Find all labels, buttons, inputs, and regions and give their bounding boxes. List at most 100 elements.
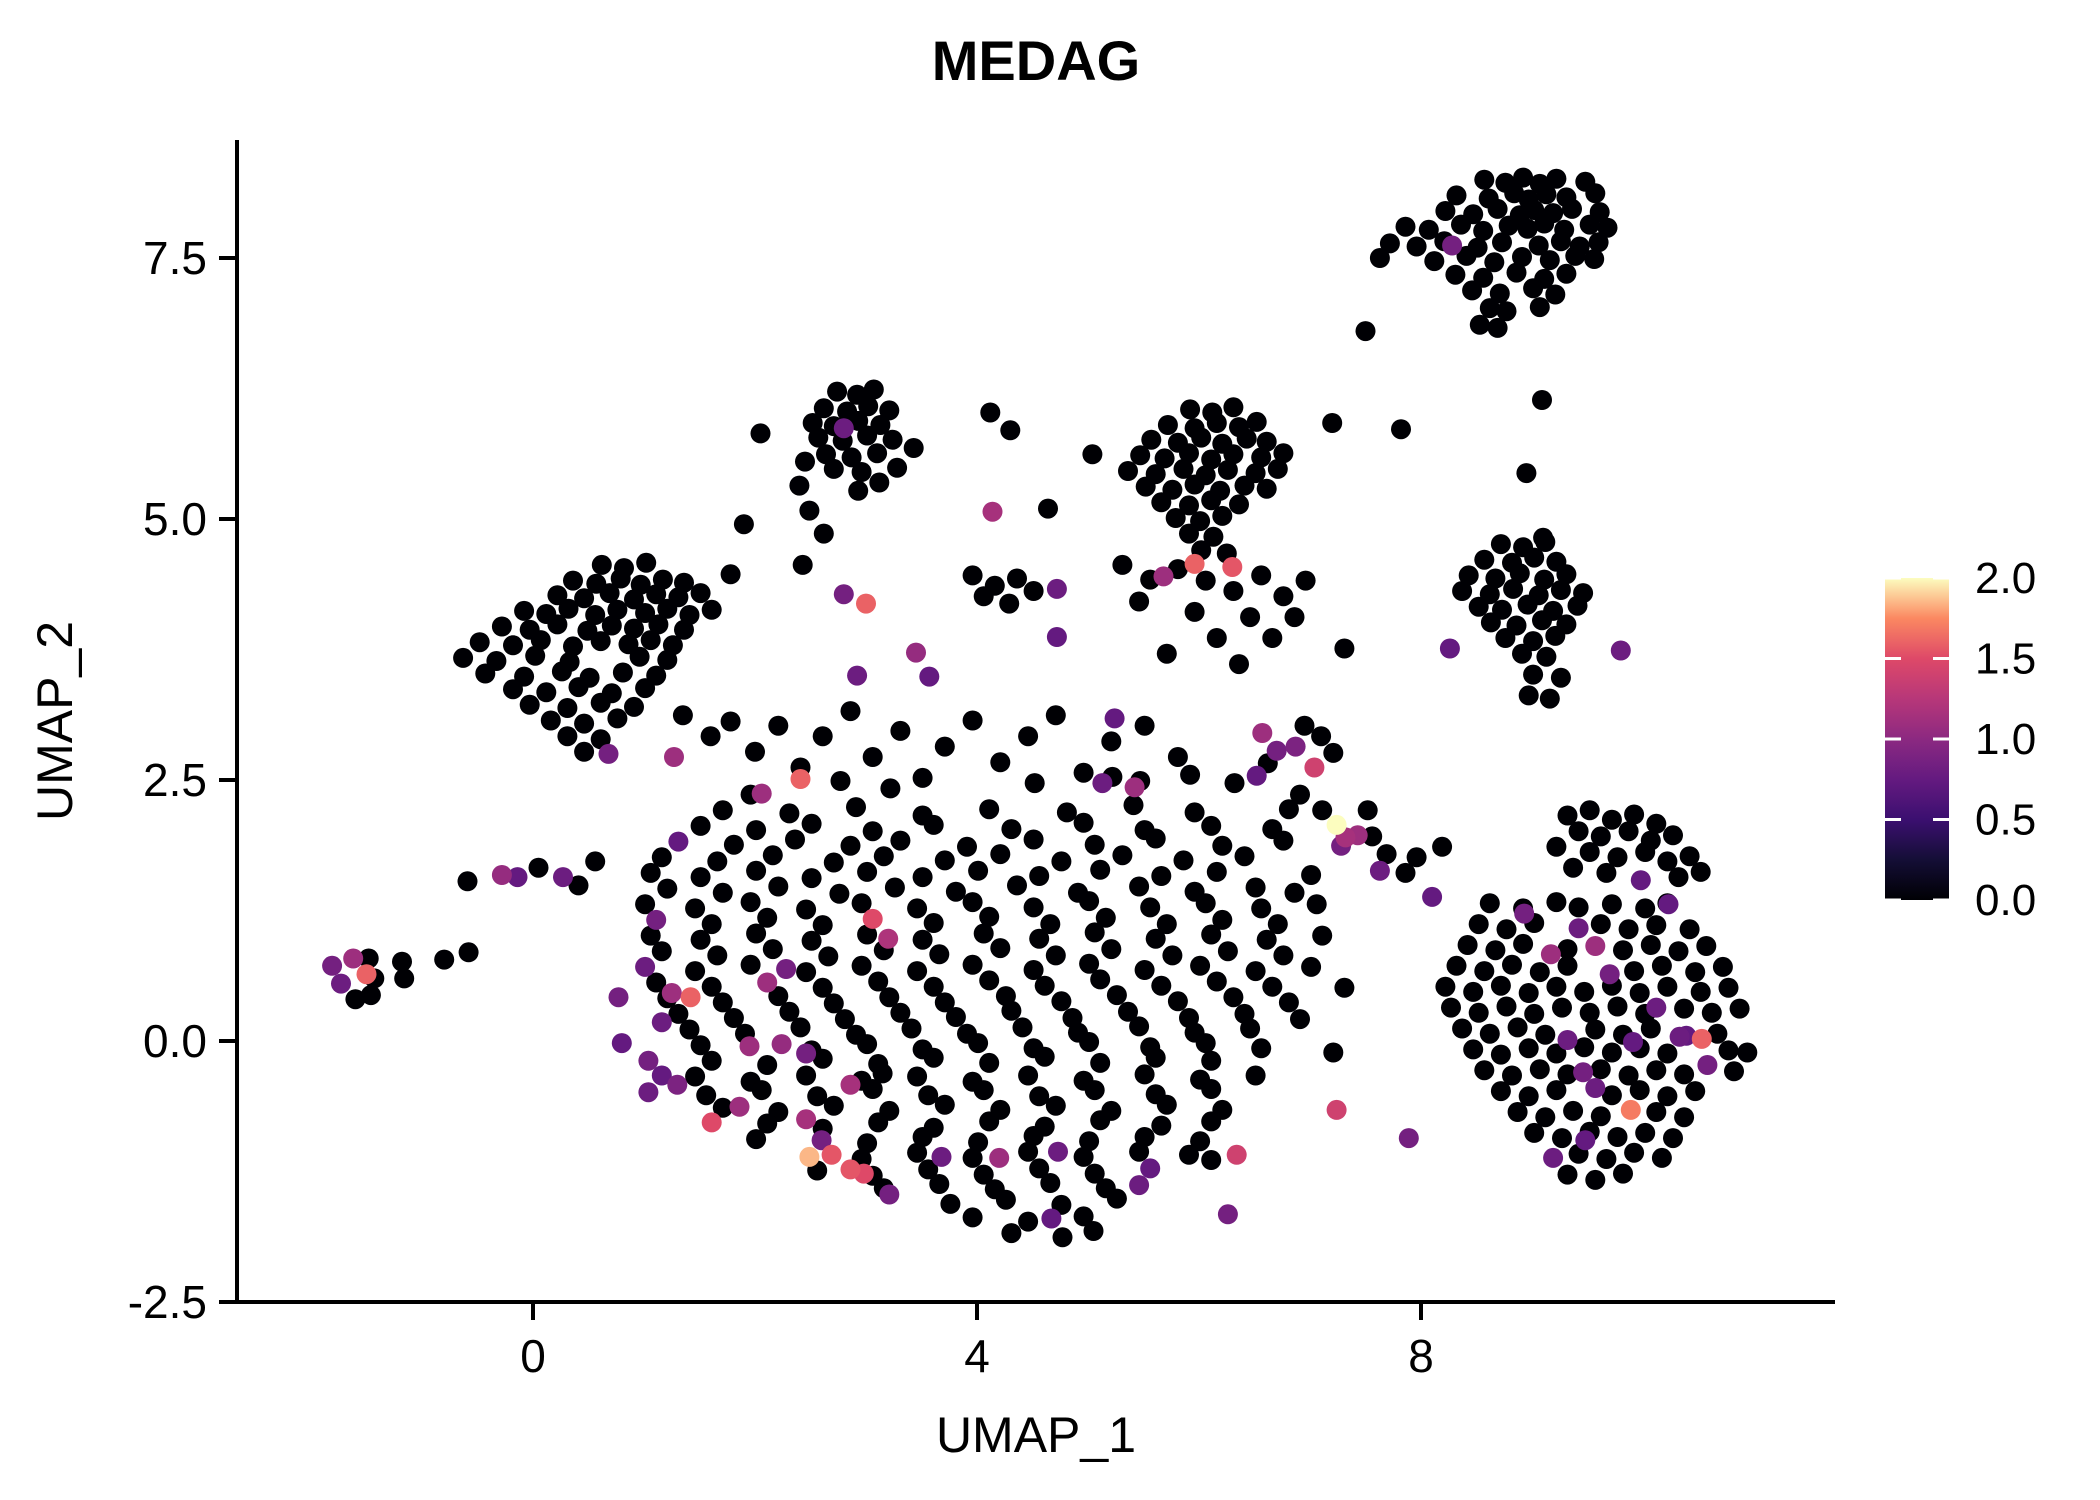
data-point — [1635, 1122, 1656, 1143]
data-point — [823, 852, 844, 873]
data-point — [1585, 1078, 1606, 1098]
data-point — [1184, 601, 1205, 622]
data-point — [1585, 183, 1606, 204]
data-point — [1517, 218, 1538, 239]
data-point — [1457, 935, 1478, 955]
data-point — [1334, 977, 1355, 998]
data-point — [931, 1146, 952, 1167]
data-point — [1018, 1065, 1039, 1086]
data-point — [1090, 859, 1111, 880]
data-point — [1323, 742, 1344, 763]
data-point — [394, 968, 415, 989]
data-point — [1190, 1131, 1211, 1152]
data-point — [1663, 825, 1683, 846]
data-point — [712, 1097, 733, 1118]
data-point — [757, 1055, 778, 1075]
data-point — [1112, 554, 1133, 575]
y-tick-label: 2.5 — [143, 754, 207, 806]
data-point — [1023, 960, 1044, 980]
data-point — [979, 906, 1000, 927]
data-point — [907, 1066, 928, 1087]
data-point — [1217, 1204, 1238, 1225]
data-point — [1046, 578, 1067, 599]
data-point — [1369, 860, 1390, 881]
data-point — [1023, 1126, 1044, 1146]
data-point — [1322, 413, 1343, 433]
data-point — [1528, 235, 1549, 256]
data-point — [856, 593, 876, 614]
data-point — [1490, 975, 1511, 996]
data-point — [1251, 898, 1272, 919]
data-point — [1252, 723, 1273, 743]
data-point — [1029, 1086, 1050, 1107]
data-point — [929, 1174, 950, 1194]
data-point — [1191, 427, 1212, 448]
data-point — [668, 1003, 689, 1024]
data-point — [903, 438, 924, 458]
data-point — [1212, 909, 1233, 930]
colorbar-tick-label: 2.0 — [1975, 554, 2036, 603]
data-point — [1273, 586, 1294, 607]
data-point — [979, 1111, 1000, 1132]
data-point — [1646, 997, 1667, 1018]
data-point — [574, 588, 595, 609]
data-point — [1024, 773, 1045, 794]
data-point — [1140, 1158, 1161, 1179]
data-point — [568, 875, 589, 896]
data-point — [1463, 981, 1484, 1002]
data-point — [1262, 628, 1283, 648]
data-point — [1563, 857, 1584, 878]
data-point — [1585, 1019, 1606, 1040]
data-point — [879, 1184, 900, 1205]
data-point — [768, 876, 789, 897]
data-point — [757, 1113, 778, 1134]
data-point — [1362, 826, 1383, 847]
data-point — [519, 694, 540, 715]
data-point — [1369, 248, 1390, 268]
data-point — [879, 400, 900, 421]
data-point — [1657, 851, 1678, 872]
data-point — [1000, 420, 1021, 441]
data-point — [962, 1207, 983, 1228]
data-point — [1532, 390, 1552, 410]
data-point — [629, 646, 650, 667]
data-point — [1304, 757, 1325, 778]
data-point — [1509, 563, 1530, 584]
data-point — [475, 663, 496, 684]
data-point — [1391, 419, 1411, 440]
data-point — [1668, 867, 1689, 888]
data-point — [1023, 897, 1044, 918]
data-point — [1474, 549, 1495, 570]
data-point — [1224, 773, 1245, 794]
data-point — [701, 914, 722, 935]
data-point — [685, 898, 706, 919]
data-point — [507, 867, 528, 888]
data-point — [1162, 945, 1183, 966]
data-point — [1173, 850, 1194, 871]
data-point — [796, 1065, 817, 1086]
data-point — [1234, 846, 1255, 867]
data-point — [851, 955, 872, 976]
data-point — [1130, 445, 1151, 466]
data-point — [1550, 231, 1571, 252]
data-point — [1557, 1030, 1578, 1050]
data-point — [1490, 534, 1511, 555]
data-point — [1266, 740, 1287, 761]
data-point — [1104, 708, 1125, 729]
data-point — [857, 1133, 878, 1154]
data-point — [1514, 903, 1535, 924]
data-point — [851, 462, 872, 482]
data-point — [1134, 960, 1155, 980]
data-point — [1568, 918, 1589, 939]
data-point — [1084, 922, 1105, 943]
data-point — [723, 1008, 744, 1028]
data-point — [923, 976, 944, 997]
data-point — [746, 1129, 767, 1150]
data-point — [1145, 828, 1166, 849]
data-point — [547, 614, 568, 635]
data-point — [1106, 985, 1127, 1006]
data-point — [934, 736, 955, 757]
data-point — [657, 598, 678, 619]
data-point — [857, 425, 878, 446]
data-point — [823, 458, 844, 479]
